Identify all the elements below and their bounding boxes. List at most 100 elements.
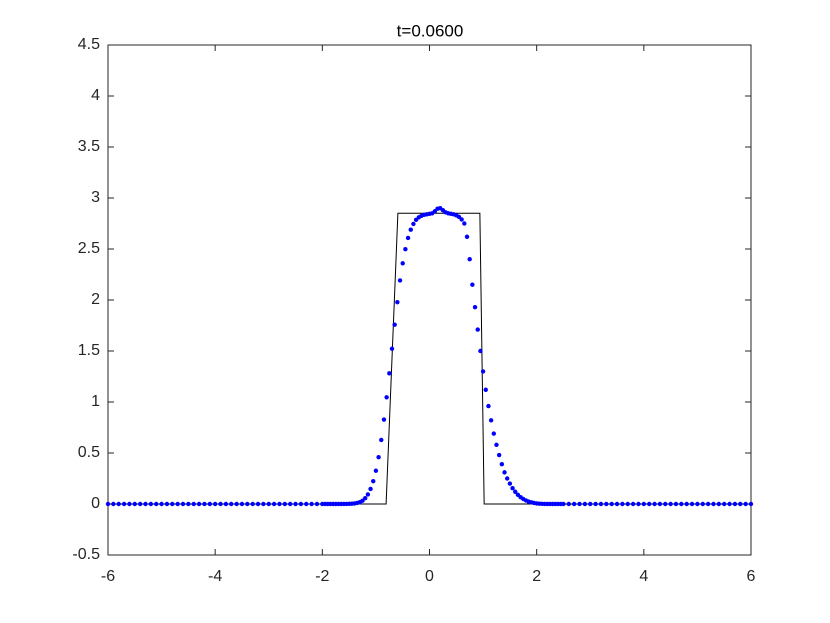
data-point: [282, 501, 288, 507]
y-tick-label: 1.5: [78, 342, 100, 359]
data-point: [571, 501, 577, 507]
data-point: [379, 437, 384, 443]
data-point: [400, 261, 405, 266]
data-point: [314, 501, 320, 507]
data-point: [470, 282, 475, 287]
data-point: [577, 501, 582, 507]
data-point: [408, 227, 413, 232]
data-point: [700, 501, 705, 507]
data-point: [384, 395, 389, 400]
data-point: [309, 501, 314, 507]
data-point: [652, 501, 657, 507]
data-point: [371, 478, 376, 484]
data-point: [304, 501, 309, 507]
data-point: [604, 501, 609, 507]
data-point: [403, 247, 408, 252]
data-point: [502, 470, 507, 475]
exact-line: [108, 212, 751, 505]
data-point: [170, 501, 175, 507]
data-point: [491, 431, 496, 436]
data-point: [620, 501, 625, 507]
data-point: [376, 454, 381, 460]
data-point: [705, 501, 711, 507]
data-point: [111, 501, 116, 507]
data-point: [223, 501, 229, 507]
data-point: [389, 346, 395, 351]
data-point: [405, 235, 411, 241]
data-point: [250, 501, 255, 507]
data-point: [504, 476, 510, 481]
data-point: [287, 501, 293, 507]
data-point: [277, 501, 282, 507]
data-point: [266, 501, 271, 507]
data-point: [186, 501, 191, 507]
data-point: [496, 452, 502, 458]
data-point: [363, 495, 368, 501]
data-point: [271, 501, 277, 507]
data-point: [180, 501, 186, 507]
data-point: [105, 501, 111, 507]
y-tick-label: 3: [91, 189, 100, 206]
data-point: [646, 501, 652, 507]
data-point: [293, 501, 298, 507]
data-point: [368, 486, 373, 492]
data-point: [743, 501, 748, 507]
data-point: [467, 257, 472, 262]
data-point: [207, 501, 213, 507]
plot-frame: [107, 44, 752, 556]
data-point: [212, 501, 218, 507]
y-tick-label: 3.5: [78, 138, 100, 155]
data-point: [411, 221, 416, 227]
y-tick-label: 1: [91, 393, 100, 410]
data-point: [395, 299, 400, 305]
x-tick-label: 0: [425, 568, 434, 585]
data-point: [732, 501, 738, 507]
data-point: [657, 501, 663, 507]
data-point: [494, 442, 499, 448]
data-point: [625, 501, 630, 507]
data-point: [387, 371, 392, 376]
chart-title: t=0.0600: [397, 21, 464, 40]
data-point: [748, 501, 754, 507]
data-point: [121, 501, 127, 507]
data-point: [475, 327, 480, 332]
data-point: [507, 481, 513, 486]
data-point: [218, 501, 223, 507]
data-point: [245, 501, 250, 507]
data-point: [239, 501, 245, 507]
y-tick-label: 4.5: [78, 36, 100, 53]
data-point: [598, 501, 604, 507]
y-tick-label: 4: [91, 87, 100, 104]
data-point: [679, 501, 684, 507]
data-point: [143, 501, 148, 507]
data-point: [609, 501, 614, 507]
data-point: [480, 369, 486, 374]
data-point: [472, 304, 478, 310]
data-point: [684, 501, 689, 507]
data-point: [582, 501, 588, 507]
y-tick-label: 0: [91, 495, 100, 512]
data-point: [486, 403, 491, 409]
data-point: [636, 501, 641, 507]
data-point: [588, 501, 593, 507]
data-point: [148, 501, 154, 507]
data-point: [499, 462, 505, 467]
data-point: [392, 322, 397, 327]
data-point: [510, 485, 515, 491]
data-point: [488, 418, 494, 423]
x-tick-label: -6: [101, 568, 115, 585]
data-point: [261, 501, 266, 507]
data-point: [711, 501, 716, 507]
data-point: [641, 501, 647, 507]
data-point: [365, 492, 371, 497]
x-tick-label: 2: [532, 568, 541, 585]
data-point: [695, 501, 700, 507]
data-point: [459, 217, 464, 222]
x-tick-label: -2: [315, 568, 329, 585]
data-point: [566, 501, 572, 507]
y-tick-label: 2.5: [78, 240, 100, 257]
data-point: [630, 501, 636, 507]
data-point: [478, 348, 483, 354]
